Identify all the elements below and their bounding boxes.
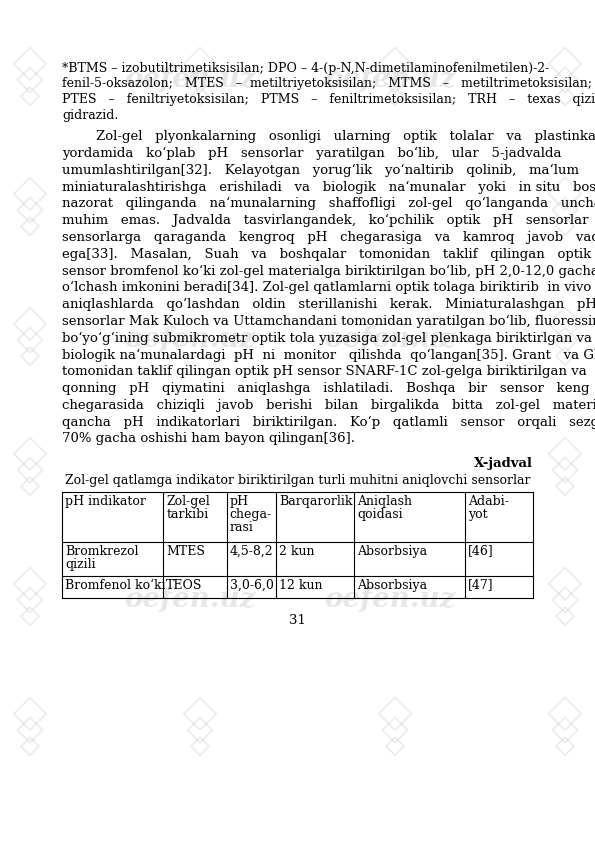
Text: gidrazid.: gidrazid. (62, 109, 118, 121)
Text: miniaturalashtirishga   erishiladi   va   biologik   naʻmunalar   yoki   in situ: miniaturalashtirishga erishiladi va biol… (62, 180, 595, 194)
Text: pH: pH (230, 494, 249, 508)
Text: oefen.uz: oefen.uz (124, 67, 256, 93)
Text: tomonidan taklif qilingan optik pH sensor SNARF-1C zol-gelga biriktirilgan va: tomonidan taklif qilingan optik pH senso… (62, 365, 587, 378)
Text: chega-: chega- (230, 508, 272, 520)
Text: ega[33].   Masalan,   Suah   va   boshqalar   tomonidan   taklif   qilingan   op: ega[33]. Masalan, Suah va boshqalar tomo… (62, 248, 595, 261)
Text: [47]: [47] (468, 578, 493, 591)
Text: 4,5-8,2: 4,5-8,2 (230, 545, 274, 557)
Text: qizili: qizili (65, 557, 96, 571)
Text: rasi: rasi (230, 520, 253, 534)
Text: *BTMS – izobutiltrimetiksisilan; DPO – 4-(p-N,N-dimetilaminofenilmetilen)-2-: *BTMS – izobutiltrimetiksisilan; DPO – 4… (62, 62, 549, 75)
Text: oefen.uz: oefen.uz (324, 67, 456, 93)
Text: nazorat   qilinganda   naʻmunalarning   shaffofligi   zol-gel   qoʻlanganda   un: nazorat qilinganda naʻmunalarning shaffo… (62, 197, 595, 210)
Text: 31: 31 (289, 614, 306, 626)
Text: umumlashtirilgan[32].   Kelayotgan   yorugʻlik   yoʻnaltirib   qolinib,   maʻlum: umumlashtirilgan[32]. Kelayotgan yorugʻl… (62, 163, 579, 177)
Text: oefen.uz: oefen.uz (124, 327, 256, 354)
Text: tarkibi: tarkibi (166, 508, 208, 520)
Text: oefen.uz: oefen.uz (124, 587, 256, 614)
Text: sensorlar Mak Kuloch va Uttamchandani tomonidan yaratilgan boʻlib, fluoressin: sensorlar Mak Kuloch va Uttamchandani to… (62, 315, 595, 328)
Text: fenil-5-oksazolon;   MTES   –  metiltriyetoksisilan;   MTMS   –   metiltrimetoks: fenil-5-oksazolon; MTES – metiltriyetoks… (62, 77, 592, 90)
Text: qancha   pH   indikatorlari   biriktirilgan.   Koʻp   qatlamli   sensor   orqali: qancha pH indikatorlari biriktirilgan. K… (62, 416, 595, 429)
Text: Bromkrezol: Bromkrezol (65, 545, 139, 557)
Text: 12 kun: 12 kun (279, 578, 323, 591)
Text: qonning   pH   qiymatini   aniqlashga   ishlatiladi.   Boshqa   bir   sensor   k: qonning pH qiymatini aniqlashga ishlatil… (62, 382, 595, 395)
Text: oefen.uz: oefen.uz (324, 327, 456, 354)
Text: boʻyoʻgʻining submikrometr optik tola yuzasiga zol-gel plenkaga biriktirlgan va: boʻyoʻgʻining submikrometr optik tola yu… (62, 332, 592, 345)
Text: pH indikator: pH indikator (65, 494, 146, 508)
Text: aniqlashlarda   qoʻlashdan   oldin   sterillanishi   kerak.   Miniaturalashgan  : aniqlashlarda qoʻlashdan oldin sterillan… (62, 298, 595, 312)
Text: yot: yot (468, 508, 487, 520)
Text: Bromfenol koʻki: Bromfenol koʻki (65, 578, 165, 591)
Text: MTES: MTES (166, 545, 205, 557)
Text: Zol-gel qatlamga indikator biriktirilgan turli muhitni aniqlovchi sensorlar: Zol-gel qatlamga indikator biriktirilgan… (65, 474, 530, 487)
Text: 2 kun: 2 kun (279, 545, 315, 557)
Text: sensor bromfenol koʻki zol-gel materialga biriktirilgan boʻlib, pH 2,0-12,0 gach: sensor bromfenol koʻki zol-gel materialg… (62, 264, 595, 278)
Text: Absorbsiya: Absorbsiya (357, 545, 427, 557)
Text: Zol-gel: Zol-gel (166, 494, 210, 508)
Text: yordamida   koʻplab   pH   sensorlar   yaratilgan   boʻlib,   ular   5-jadvalda: yordamida koʻplab pH sensorlar yaratilga… (62, 147, 562, 160)
Text: Zol-gel   plyonkalarning   osonligi   ularning   optik   tolalar   va   plastink: Zol-gel plyonkalarning osonligi ularning… (62, 130, 595, 143)
Text: TEOS: TEOS (166, 578, 203, 591)
Text: Adabi-: Adabi- (468, 494, 509, 508)
Text: sensorlarga   qaraganda   kengroq   pH   chegarasiga   va   kamroq   javob   vaq: sensorlarga qaraganda kengroq pH chegara… (62, 231, 595, 244)
Text: muhim   emas.   Jadvalda   tasvirlangandek,   koʻpchilik   optik   pH   sensorla: muhim emas. Jadvalda tasvirlangandek, ko… (62, 214, 595, 227)
Text: [46]: [46] (468, 545, 493, 557)
Text: 3,0-6,0: 3,0-6,0 (230, 578, 274, 591)
Text: X-jadval: X-jadval (474, 457, 533, 470)
Text: qoidasi: qoidasi (357, 508, 403, 520)
Text: 70% gacha oshishi ham bayon qilingan[36].: 70% gacha oshishi ham bayon qilingan[36]… (62, 433, 355, 445)
Text: biologik naʻmunalardagi  pH  ni  monitor   qilishda  qoʻlangan[35]. Grant   va G: biologik naʻmunalardagi pH ni monitor qi… (62, 349, 595, 361)
Text: PTES   –   feniltriyetoksisilan;   PTMS   –   feniltrimetoksisilan;   TRH   –   : PTES – feniltriyetoksisilan; PTMS – feni… (62, 93, 595, 106)
Text: Aniqlash: Aniqlash (357, 494, 412, 508)
Text: Absorbsiya: Absorbsiya (357, 578, 427, 591)
Text: oefen.uz: oefen.uz (324, 587, 456, 614)
Text: Barqarorlik: Barqarorlik (279, 494, 353, 508)
Text: chegarasida   chiziqli   javob   berishi   bilan   birgalikda   bitta   zol-gel : chegarasida chiziqli javob berishi bilan… (62, 399, 595, 412)
Text: oʻlchash imkonini beradi[34]. Zol-gel qatlamlarni optik tolaga biriktirib  in vi: oʻlchash imkonini beradi[34]. Zol-gel qa… (62, 281, 591, 295)
